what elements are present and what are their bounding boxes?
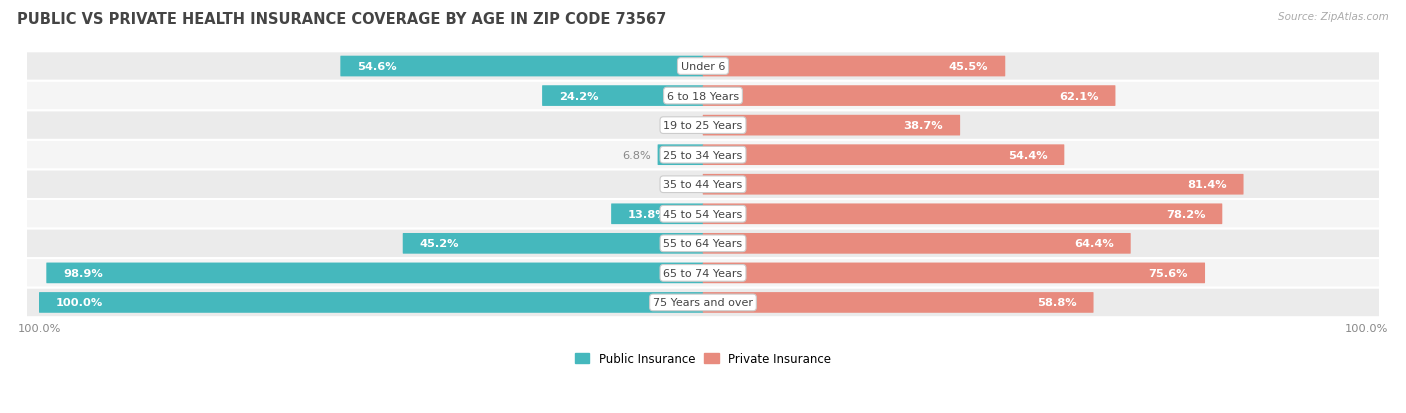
FancyBboxPatch shape [703, 174, 1243, 195]
FancyBboxPatch shape [340, 57, 703, 77]
FancyBboxPatch shape [25, 82, 1381, 111]
FancyBboxPatch shape [703, 145, 1064, 166]
Text: 98.9%: 98.9% [63, 268, 103, 278]
FancyBboxPatch shape [703, 57, 1005, 77]
Text: 6 to 18 Years: 6 to 18 Years [666, 91, 740, 101]
Text: 64.4%: 64.4% [1074, 239, 1114, 249]
Text: Under 6: Under 6 [681, 62, 725, 72]
FancyBboxPatch shape [703, 204, 1222, 225]
FancyBboxPatch shape [543, 86, 703, 107]
Text: 75 Years and over: 75 Years and over [652, 298, 754, 308]
FancyBboxPatch shape [25, 140, 1381, 170]
FancyBboxPatch shape [703, 116, 960, 136]
FancyBboxPatch shape [703, 292, 1094, 313]
Text: 45 to 54 Years: 45 to 54 Years [664, 209, 742, 219]
Text: 38.7%: 38.7% [904, 121, 943, 131]
Text: 0.0%: 0.0% [668, 180, 696, 190]
Text: 0.0%: 0.0% [668, 121, 696, 131]
FancyBboxPatch shape [39, 292, 703, 313]
Text: 75.6%: 75.6% [1149, 268, 1188, 278]
FancyBboxPatch shape [25, 111, 1381, 140]
Text: 24.2%: 24.2% [560, 91, 599, 101]
Text: 19 to 25 Years: 19 to 25 Years [664, 121, 742, 131]
FancyBboxPatch shape [402, 233, 703, 254]
FancyBboxPatch shape [703, 263, 1205, 284]
FancyBboxPatch shape [25, 170, 1381, 199]
FancyBboxPatch shape [25, 52, 1381, 82]
Text: 54.4%: 54.4% [1008, 150, 1047, 160]
Text: 35 to 44 Years: 35 to 44 Years [664, 180, 742, 190]
FancyBboxPatch shape [25, 288, 1381, 318]
Text: 6.8%: 6.8% [623, 150, 651, 160]
Text: 65 to 74 Years: 65 to 74 Years [664, 268, 742, 278]
FancyBboxPatch shape [25, 199, 1381, 229]
Text: 13.8%: 13.8% [628, 209, 668, 219]
FancyBboxPatch shape [25, 229, 1381, 259]
Text: 100.0%: 100.0% [56, 298, 103, 308]
Text: 45.2%: 45.2% [419, 239, 460, 249]
Text: 58.8%: 58.8% [1038, 298, 1077, 308]
FancyBboxPatch shape [25, 259, 1381, 288]
Legend: Public Insurance, Private Insurance: Public Insurance, Private Insurance [571, 347, 835, 370]
Text: 45.5%: 45.5% [949, 62, 988, 72]
Text: 54.6%: 54.6% [357, 62, 396, 72]
FancyBboxPatch shape [703, 233, 1130, 254]
Text: 25 to 34 Years: 25 to 34 Years [664, 150, 742, 160]
FancyBboxPatch shape [703, 86, 1115, 107]
Text: 55 to 64 Years: 55 to 64 Years [664, 239, 742, 249]
FancyBboxPatch shape [612, 204, 703, 225]
Text: 62.1%: 62.1% [1059, 91, 1098, 101]
Text: Source: ZipAtlas.com: Source: ZipAtlas.com [1278, 12, 1389, 22]
FancyBboxPatch shape [46, 263, 703, 284]
Text: 78.2%: 78.2% [1166, 209, 1205, 219]
FancyBboxPatch shape [658, 145, 703, 166]
Text: 81.4%: 81.4% [1187, 180, 1226, 190]
Text: PUBLIC VS PRIVATE HEALTH INSURANCE COVERAGE BY AGE IN ZIP CODE 73567: PUBLIC VS PRIVATE HEALTH INSURANCE COVER… [17, 12, 666, 27]
